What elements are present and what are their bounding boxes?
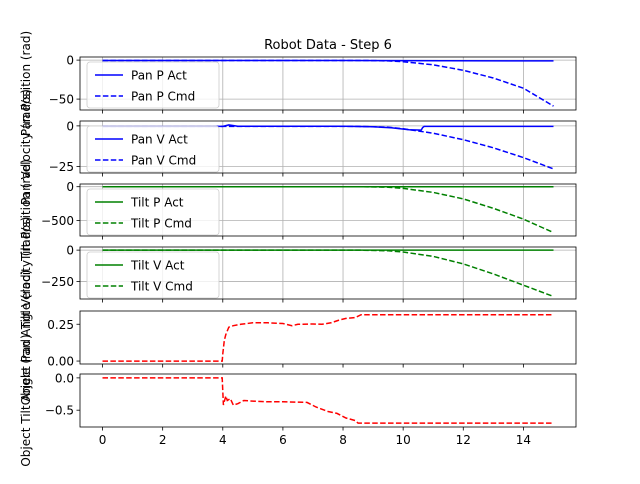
axes-frame [80, 311, 576, 364]
x-tick-label: 14 [516, 433, 531, 447]
y-tick-label: 0 [66, 180, 74, 194]
y-tick-label: −50 [49, 93, 74, 107]
y-tick-label: −250 [41, 275, 74, 289]
y-axis-label: Object Tilt Angle (rad) [19, 334, 33, 466]
y-tick-label: −500 [41, 214, 74, 228]
x-tick-label: 12 [456, 433, 471, 447]
legend: Tilt V Act Tilt V Cmd [87, 252, 219, 298]
x-tick-label: 4 [219, 433, 227, 447]
legend-label: Tilt V Cmd [130, 280, 193, 294]
x-tick-label: 0 [99, 433, 107, 447]
legend-label: Tilt P Cmd [130, 217, 192, 231]
x-tick-label: 6 [279, 433, 287, 447]
x-tick-label: 8 [339, 433, 347, 447]
legend: Tilt P Act Tilt P Cmd [87, 189, 219, 235]
y-tick-label: 0.0 [55, 371, 74, 385]
x-tick-label: 2 [159, 433, 167, 447]
series-line-object-angle [103, 315, 554, 361]
y-tick-label: −0.5 [45, 404, 74, 418]
y-tick-label: −25 [49, 160, 74, 174]
legend: Pan P Act Pan P Cmd [87, 62, 219, 108]
legend-label: Tilt V Act [130, 259, 185, 273]
legend-label: Pan P Act [131, 69, 187, 83]
legend-label: Pan V Act [131, 133, 188, 147]
y-tick-label: 0 [66, 119, 74, 133]
x-tick-label: 10 [396, 433, 411, 447]
legend: Pan V Act Pan V Cmd [87, 126, 219, 172]
subplot-6: 0 2 4 6 8 10 12 14 0.0 −0.5 Object Tilt Angle (rad… [19, 334, 576, 466]
legend-label: Pan V Cmd [131, 154, 196, 168]
legend-label: Tilt P Act [130, 196, 184, 210]
series-line-object-angle [103, 378, 554, 423]
y-tick-label: 0 [66, 244, 74, 258]
y-tick-label: 0.00 [47, 355, 74, 369]
y-tick-label: 0.25 [47, 318, 74, 332]
figure-title: Robot Data - Step 6 [264, 38, 392, 53]
y-tick-label: 0 [66, 54, 74, 68]
legend-label: Pan P Cmd [131, 90, 195, 104]
axes-frame [80, 374, 576, 427]
